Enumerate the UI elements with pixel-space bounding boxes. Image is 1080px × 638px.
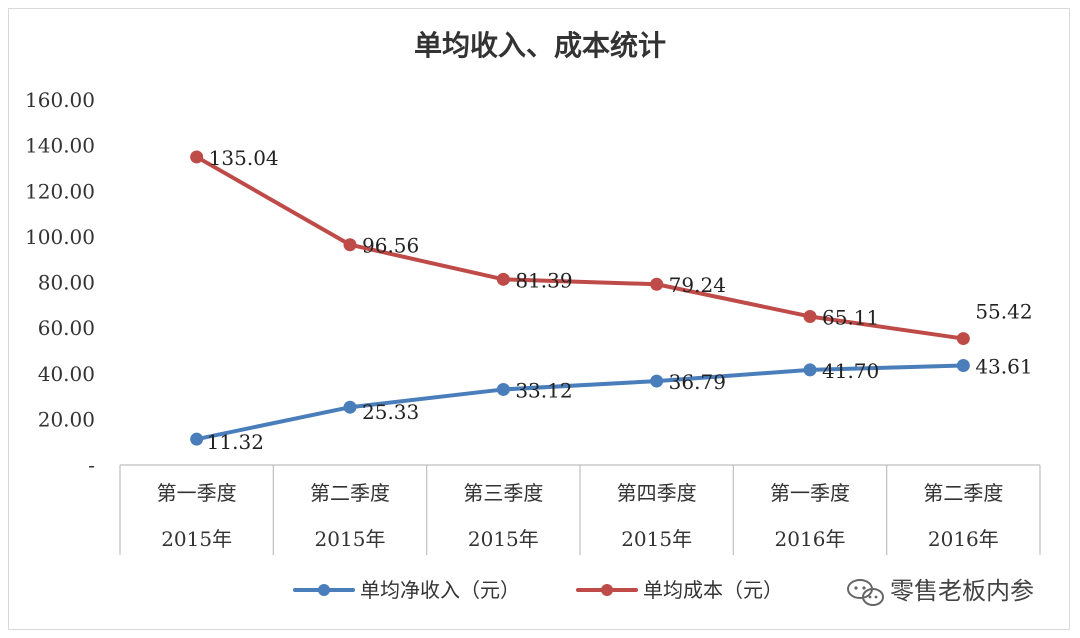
data-point-net-income <box>343 400 357 414</box>
legend-item-net-income: 单均净收入（元） <box>293 578 520 602</box>
legend-net-income-label: 单均净收入（元） <box>360 578 520 602</box>
data-label-net-income: 36.79 <box>669 370 726 394</box>
data-point-net-income <box>190 432 204 446</box>
series-points <box>190 150 970 446</box>
x-tick-label-year: 2015年 <box>161 527 232 551</box>
legend-net-income-marker <box>318 584 330 596</box>
data-label-cost: 55.42 <box>975 300 1032 324</box>
data-label-net-income: 33.12 <box>515 378 572 402</box>
x-tick-label-year: 2016年 <box>775 527 846 551</box>
x-tick-label-year: 2015年 <box>468 527 539 551</box>
y-tick-label: 40.00 <box>38 362 95 386</box>
data-point-cost <box>190 150 204 164</box>
data-point-cost <box>956 332 970 346</box>
data-point-cost <box>650 277 664 291</box>
data-point-cost <box>496 272 510 286</box>
data-label-net-income: 11.32 <box>207 430 264 454</box>
x-axis-table: 第一季度 2015年 第二季度 2015年 第三季度 2015年 第四季度 2015年 第一季度… <box>119 464 1041 555</box>
y-tick-label: 160.00 <box>25 88 95 112</box>
x-tick-label-quarter: 第一季度 <box>157 481 237 505</box>
y-tick-label: 80.00 <box>38 271 95 295</box>
x-tick-label-quarter: 第一季度 <box>770 481 850 505</box>
data-label-cost: 135.04 <box>209 146 279 170</box>
x-tick-label-year: 2015年 <box>315 527 386 551</box>
data-labels: 11.32 25.33 33.12 36.79 41.70 43.61 135.04 96.5… <box>207 146 1033 454</box>
data-point-net-income <box>956 359 970 373</box>
data-point-net-income <box>803 363 817 377</box>
data-label-cost: 81.39 <box>515 268 572 292</box>
y-tick-label: 60.00 <box>38 316 95 340</box>
series-line-cost <box>194 154 966 341</box>
watermark: 零售老板内参 <box>847 577 1034 606</box>
x-tick-label-year: 2015年 <box>621 527 692 551</box>
data-label-cost: 79.24 <box>669 273 726 297</box>
x-tick-label-quarter: 第四季度 <box>617 481 697 505</box>
y-tick-label: 100.00 <box>25 225 95 249</box>
legend-cost-label: 单均成本（元） <box>643 578 783 602</box>
data-label-net-income: 43.61 <box>975 355 1032 379</box>
x-tick-label-quarter: 第三季度 <box>463 481 543 505</box>
series-line-net-income <box>194 363 966 442</box>
data-point-cost <box>343 238 357 252</box>
x-tick-label-quarter: 第二季度 <box>310 481 390 505</box>
y-tick-label: - <box>88 453 95 477</box>
data-label-cost: 96.56 <box>362 234 419 258</box>
watermark-text: 零售老板内参 <box>890 577 1034 605</box>
y-tick-label: 140.00 <box>25 134 95 158</box>
y-tick-label: 20.00 <box>38 407 95 431</box>
legend-cost-marker <box>601 584 613 596</box>
x-tick-label-year: 2016年 <box>928 527 999 551</box>
chart-title: 单均收入、成本统计 <box>414 29 666 62</box>
legend-item-cost: 单均成本（元） <box>576 578 783 602</box>
y-tick-label: 120.00 <box>25 179 95 203</box>
y-axis-ticks: - 20.00 40.00 60.00 80.00 100.00 120.00 140.00 1… <box>25 88 95 477</box>
data-point-cost <box>803 309 817 323</box>
data-label-cost: 65.11 <box>822 305 879 329</box>
chart-frame <box>8 8 1070 630</box>
x-tick-label-quarter: 第二季度 <box>923 481 1003 505</box>
wechat-icon <box>847 579 884 606</box>
legend: 单均净收入（元） 单均成本（元） <box>293 578 783 602</box>
series-lines <box>194 154 966 442</box>
data-label-net-income: 41.70 <box>822 359 879 383</box>
data-label-net-income: 25.33 <box>362 400 419 424</box>
data-point-net-income <box>496 382 510 396</box>
data-point-net-income <box>650 374 664 388</box>
